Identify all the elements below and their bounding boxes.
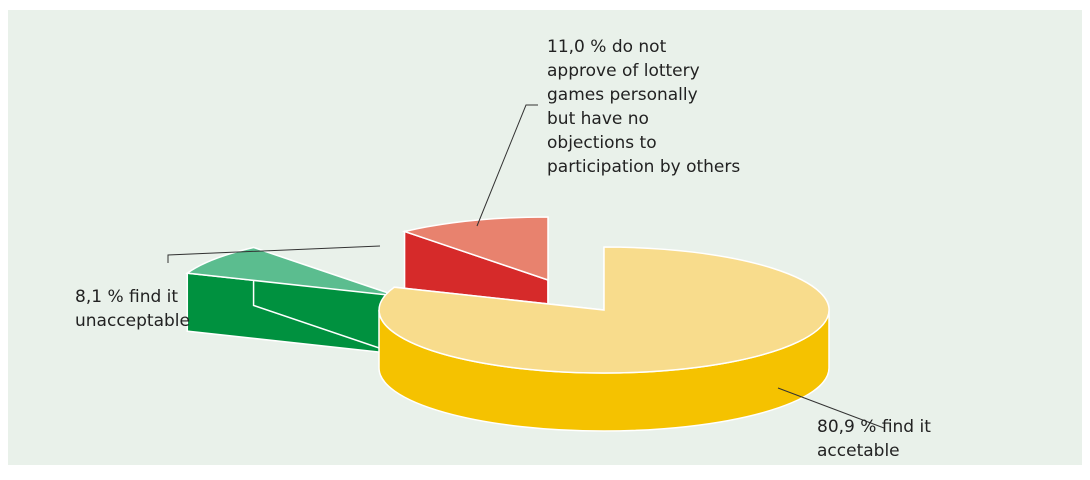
callout-line: 80,9 % find it — [817, 417, 931, 437]
callout-leader-2 — [167, 245, 381, 263]
callout-line: 8,1 % find it — [75, 287, 178, 307]
callout-label-2: 8,1 % find it unacceptable — [75, 287, 190, 331]
pie-slice-top — [185, 246, 398, 297]
callout-line: unacceptable — [75, 311, 190, 331]
callout-line: games personally — [547, 85, 698, 105]
chart-panel: 80,9 % find it accetable 8,1 % find it unac… — [8, 10, 1082, 465]
callout-leader-3 — [476, 104, 538, 227]
callout-line: accetable — [817, 441, 900, 461]
callout-line: approve of lottery — [547, 61, 700, 81]
callout-label-3: 11,0 % do not approve of lottery games per… — [547, 37, 740, 177]
callout-line: but have no — [547, 109, 649, 129]
pie-slice-top — [401, 216, 549, 282]
callout-line: objections to — [547, 133, 657, 153]
pie-slice-2 — [185, 246, 398, 356]
pie-slice-top — [378, 246, 830, 374]
pie-chart: 80,9 % find it accetable 8,1 % find it unac… — [75, 37, 931, 461]
pie-slice-1 — [378, 246, 830, 432]
callout-leader-1 — [777, 387, 885, 429]
callout-label-1: 80,9 % find it accetable — [817, 417, 931, 461]
callout-line: 11,0 % do not — [547, 37, 667, 57]
callout-line: participation by others — [547, 157, 740, 177]
